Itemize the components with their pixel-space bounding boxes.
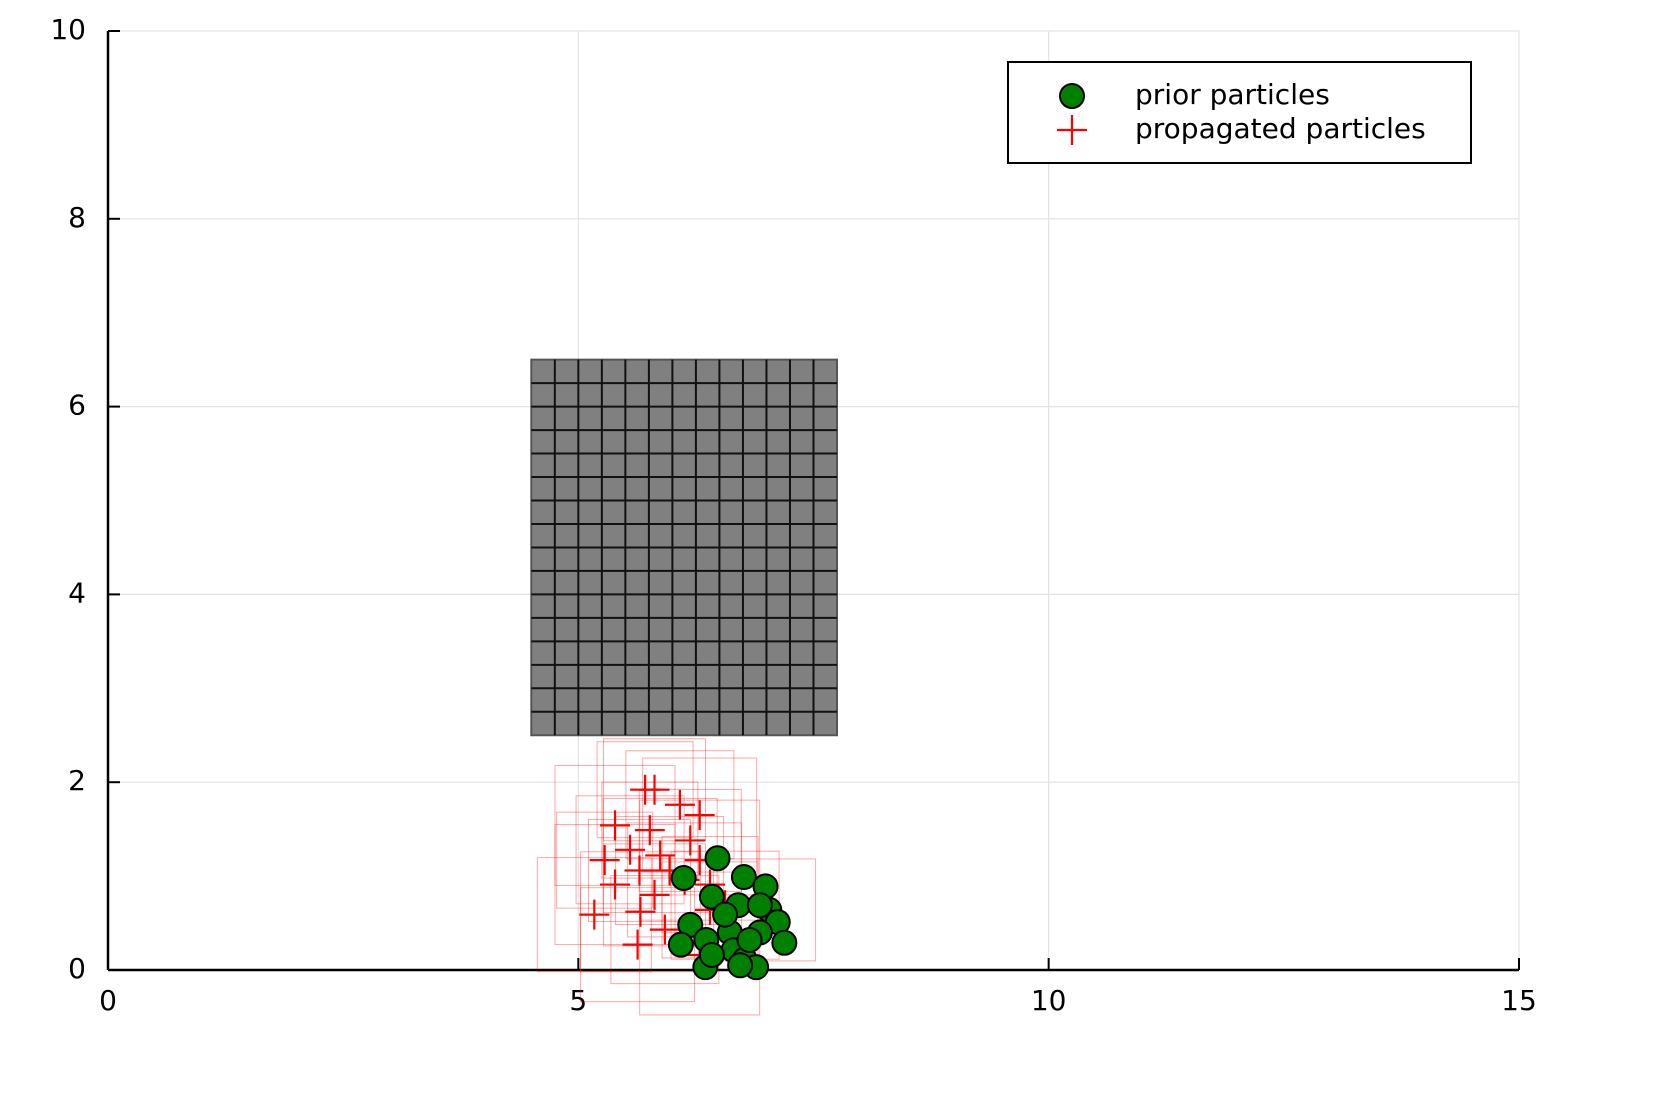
circle-marker	[704, 845, 731, 872]
particle-box	[638, 788, 742, 892]
plus-marker	[645, 840, 676, 871]
legend-marker	[1059, 83, 1085, 109]
circle-marker	[698, 883, 725, 910]
plus-marker	[625, 896, 656, 927]
plus-marker	[624, 855, 655, 886]
legend-marker	[1057, 115, 1087, 145]
particle-box	[625, 750, 735, 860]
circle-marker	[746, 892, 773, 919]
y-tick-label: 6	[68, 389, 86, 422]
plus-marker	[600, 810, 631, 841]
y-tick-label: 10	[50, 13, 86, 46]
circle-marker	[670, 864, 697, 891]
x-tick-label: 5	[569, 984, 587, 1017]
circle-marker	[771, 929, 798, 956]
y-tick-label: 0	[68, 952, 86, 985]
x-tick-label: 0	[99, 984, 117, 1017]
particle-box	[601, 781, 699, 879]
y-tick-label: 8	[68, 201, 86, 234]
plus-marker	[649, 914, 680, 945]
particle-box	[596, 741, 694, 839]
circle-marker	[698, 941, 725, 968]
plus-marker	[600, 869, 631, 900]
particle-box	[603, 738, 707, 842]
circle-marker	[667, 931, 694, 958]
legend-label: propagated particles	[1135, 112, 1426, 145]
particle-box	[536, 857, 652, 973]
legend-label: prior particles	[1135, 78, 1330, 111]
plus-marker	[675, 825, 706, 856]
particle-box	[556, 811, 654, 909]
circle-marker	[727, 952, 754, 979]
particle-box	[579, 851, 701, 973]
x-tick-label: 10	[1031, 984, 1067, 1017]
x-tick-label: 15	[1501, 984, 1537, 1017]
y-tick-label: 2	[68, 764, 86, 797]
plus-marker	[634, 815, 665, 846]
plus-marker	[684, 800, 715, 831]
legend-box	[1007, 61, 1472, 164]
particle-box	[575, 795, 685, 905]
plus-marker	[622, 929, 653, 960]
circle-marker	[730, 864, 757, 891]
plus-marker	[589, 845, 620, 876]
plus-marker	[615, 834, 646, 865]
plus-marker	[639, 879, 670, 910]
y-tick-label: 4	[68, 576, 86, 609]
plus-marker	[579, 899, 610, 930]
circle-marker	[712, 901, 739, 928]
plus-marker	[664, 789, 695, 820]
circle-marker	[736, 926, 763, 953]
plus-marker	[639, 774, 670, 805]
